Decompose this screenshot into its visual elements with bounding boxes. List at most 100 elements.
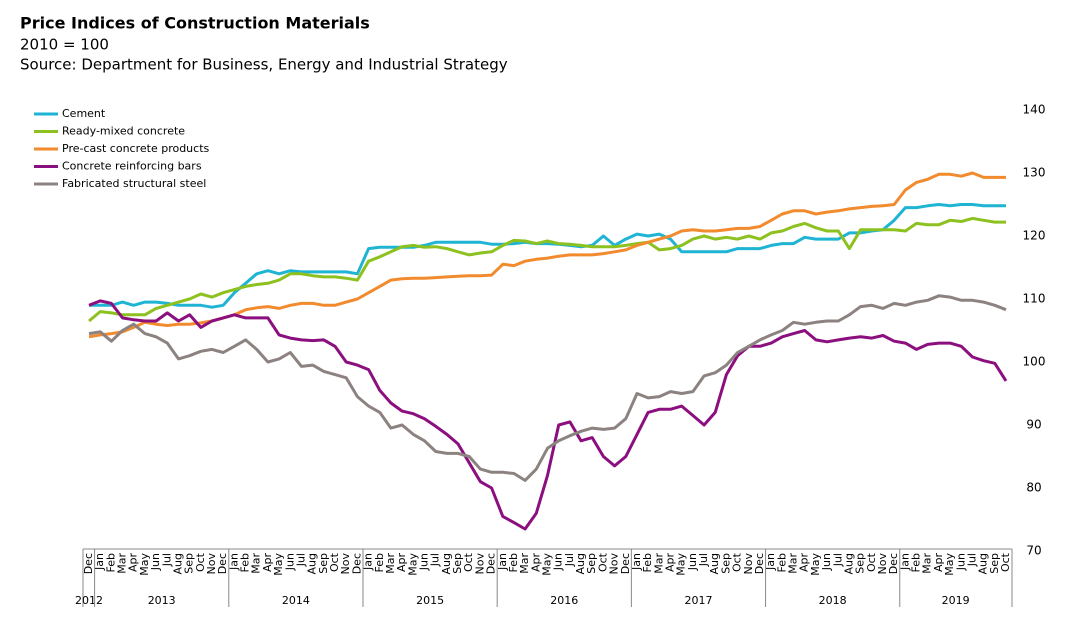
x-tick-label: Apr bbox=[664, 553, 677, 573]
x-tick-label: Aug bbox=[842, 553, 855, 574]
x-tick-label: Jul bbox=[831, 553, 844, 567]
series-line bbox=[88, 294, 1007, 482]
x-tick-label: May bbox=[809, 553, 822, 576]
year-label: 2018 bbox=[819, 594, 847, 607]
x-tick-label: Jun bbox=[954, 553, 967, 571]
x-tick-label: Jun bbox=[820, 553, 833, 571]
year-label: 2013 bbox=[148, 594, 176, 607]
x-tick-label: Dec bbox=[350, 553, 363, 574]
x-tick-label: Apr bbox=[798, 553, 811, 573]
y-tick-label: 120 bbox=[1023, 229, 1046, 243]
x-tick-label: Jun bbox=[417, 553, 430, 571]
x-tick-label: Dec bbox=[82, 553, 95, 574]
x-tick-label: Apr bbox=[529, 553, 542, 573]
year-label: 2014 bbox=[282, 594, 310, 607]
x-tick-label: Jul bbox=[697, 553, 710, 567]
x-tick-label: Sep bbox=[854, 553, 867, 574]
x-tick-label: Oct bbox=[328, 552, 341, 572]
x-tick-label: Feb bbox=[910, 553, 923, 572]
chart-source: Source: Department for Business, Energy … bbox=[20, 56, 508, 74]
x-tick-label: May bbox=[541, 553, 554, 576]
x-tick-label: Jul bbox=[294, 553, 307, 567]
x-tick-label: Sep bbox=[585, 553, 598, 574]
x-tick-label: Apr bbox=[127, 553, 140, 573]
x-tick-label: Mar bbox=[787, 553, 800, 574]
x-tick-label: Feb bbox=[239, 553, 252, 572]
x-tick-label: May bbox=[406, 553, 419, 576]
legend-label: Cement bbox=[62, 107, 106, 120]
series-line bbox=[88, 171, 1006, 339]
year-label: 2015 bbox=[416, 594, 444, 607]
legend-label: Pre-cast concrete products bbox=[62, 142, 210, 155]
x-tick-label: Aug bbox=[574, 553, 587, 574]
x-tick-label: Mar bbox=[518, 553, 531, 574]
x-tick-label: Nov bbox=[742, 553, 755, 575]
chart-title: Price Indices of Construction Materials bbox=[20, 14, 370, 33]
x-tick-label: Sep bbox=[183, 553, 196, 574]
x-tick-label: Feb bbox=[775, 553, 788, 572]
x-tick-label: Apr bbox=[932, 553, 945, 573]
x-tick-label: Jul bbox=[965, 553, 978, 567]
x-tick-label: Nov bbox=[608, 553, 621, 575]
x-tick-label: Nov bbox=[339, 553, 352, 575]
x-tick-label: Jun bbox=[149, 553, 162, 571]
x-tick-label: Aug bbox=[171, 553, 184, 574]
x-tick-label: Nov bbox=[876, 553, 889, 575]
x-tick-label: Apr bbox=[395, 553, 408, 573]
y-tick-label: 90 bbox=[1026, 418, 1041, 432]
x-tick-label: Feb bbox=[507, 553, 520, 572]
x-tick-label: Aug bbox=[977, 553, 990, 574]
year-label: 2012 bbox=[75, 594, 103, 607]
year-label: 2016 bbox=[550, 594, 578, 607]
y-tick-label: 80 bbox=[1026, 481, 1041, 495]
x-tick-label: Jul bbox=[429, 553, 442, 567]
year-label: 2019 bbox=[942, 594, 970, 607]
legend-label: Ready-mixed concrete bbox=[62, 125, 185, 138]
x-tick-label: Dec bbox=[753, 553, 766, 574]
x-tick-label: Feb bbox=[641, 553, 654, 572]
x-tick-label: Nov bbox=[473, 553, 486, 575]
x-tick-label: Jun bbox=[552, 553, 565, 571]
x-tick-label: Feb bbox=[373, 553, 386, 572]
x-tick-label: Jan bbox=[227, 553, 240, 571]
chart-subtitle: 2010 = 100 bbox=[20, 36, 109, 54]
x-tick-label: Jun bbox=[686, 553, 699, 571]
x-tick-label: Mar bbox=[250, 553, 263, 574]
x-tick-label: Oct bbox=[194, 552, 207, 572]
y-tick-label: 140 bbox=[1023, 103, 1046, 117]
x-tick-label: Sep bbox=[317, 553, 330, 574]
x-tick-label: Oct bbox=[999, 552, 1012, 572]
x-tick-label: Jan bbox=[764, 553, 777, 571]
x-tick-label: May bbox=[138, 553, 151, 576]
x-tick-label: Mar bbox=[652, 553, 665, 574]
x-tick-label: Jan bbox=[93, 553, 106, 571]
x-tick-label: Sep bbox=[451, 553, 464, 574]
y-tick-label: 100 bbox=[1023, 355, 1046, 369]
x-tick-label: Oct bbox=[462, 552, 475, 572]
x-tick-label: Dec bbox=[887, 553, 900, 574]
x-tick-label: Oct bbox=[731, 552, 744, 572]
x-tick-label: Jul bbox=[563, 553, 576, 567]
x-tick-label: Feb bbox=[104, 553, 117, 572]
x-tick-label: Mar bbox=[116, 553, 129, 574]
x-tick-label: Dec bbox=[216, 553, 229, 574]
legend-label: Concrete reinforcing bars bbox=[62, 160, 202, 173]
y-tick-label: 70 bbox=[1026, 544, 1041, 558]
x-tick-label: Mar bbox=[921, 553, 934, 574]
x-tick-label: Mar bbox=[384, 553, 397, 574]
x-tick-label: Jan bbox=[630, 553, 643, 571]
series-line bbox=[88, 216, 1006, 323]
x-tick-label: Oct bbox=[596, 552, 609, 572]
x-tick-label: Apr bbox=[261, 553, 274, 573]
x-tick-label: Dec bbox=[619, 553, 632, 574]
x-tick-label: Sep bbox=[719, 553, 732, 574]
legend-label: Fabricated structural steel bbox=[62, 177, 206, 190]
x-tick-label: Aug bbox=[708, 553, 721, 574]
x-tick-label: Jun bbox=[283, 553, 296, 571]
year-label: 2017 bbox=[684, 594, 712, 607]
x-tick-label: Jan bbox=[362, 553, 375, 571]
x-tick-label: May bbox=[943, 553, 956, 576]
x-tick-label: Dec bbox=[485, 553, 498, 574]
x-tick-label: Aug bbox=[306, 553, 319, 574]
